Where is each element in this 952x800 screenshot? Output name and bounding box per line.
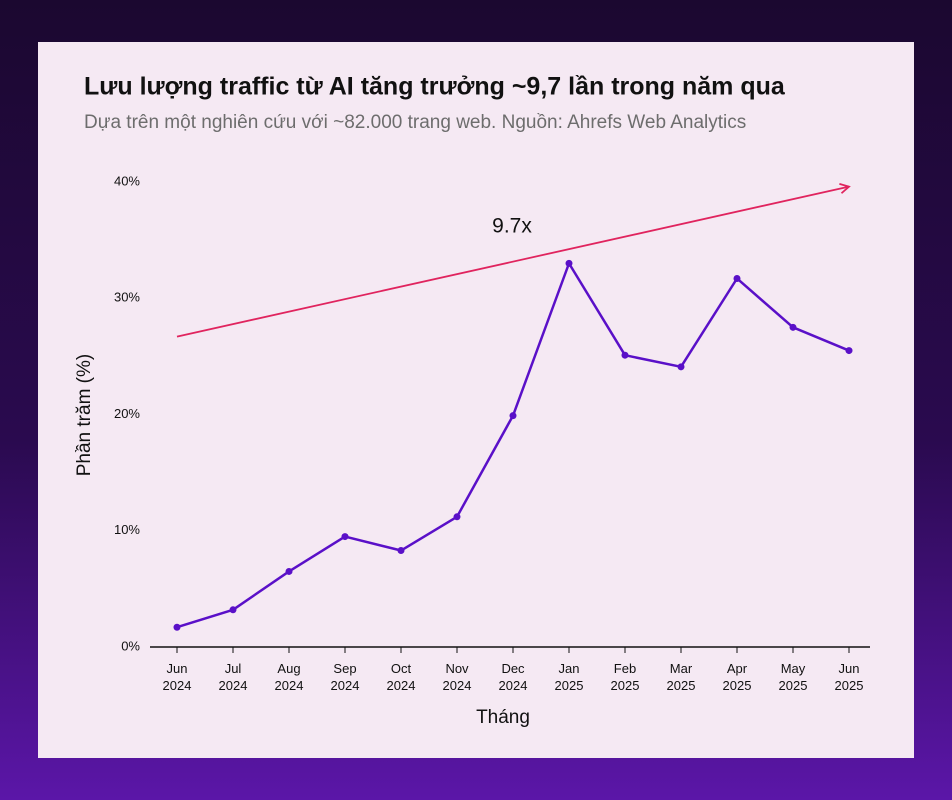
- x-tick-label: Aug 2024: [274, 661, 304, 693]
- x-tick-label: Jun 2024: [162, 661, 192, 693]
- x-tick-label: Jul 2024: [218, 661, 248, 693]
- chart-subtitle: Dựa trên một nghiên cứu với ~82.000 tran…: [84, 112, 746, 133]
- x-tick-label: Dec 2024: [498, 661, 528, 693]
- x-tick-label: Apr 2025: [722, 661, 752, 693]
- x-tick-label: Sep 2024: [330, 661, 360, 693]
- x-tick-label: Jun 2025: [834, 661, 864, 693]
- data-point: [733, 274, 741, 282]
- y-tick-label: 40%: [114, 173, 140, 188]
- trend-line: [176, 185, 850, 338]
- data-point: [509, 412, 517, 420]
- y-tick-label: 10%: [114, 522, 140, 537]
- card: [38, 42, 914, 758]
- data-point: [341, 533, 349, 541]
- data-point: [789, 323, 797, 331]
- y-tick-label: 20%: [114, 406, 140, 421]
- x-tick-label: Jan 2025: [554, 661, 584, 693]
- y-axis-label: Phần trăm (%): [74, 354, 95, 476]
- data-point: [621, 351, 629, 359]
- data-point: [397, 547, 405, 555]
- data-point: [845, 347, 853, 355]
- y-tick-label: 30%: [114, 290, 140, 305]
- data-point: [453, 513, 461, 521]
- data-point: [229, 606, 237, 614]
- series-line: [176, 262, 850, 629]
- data-point: [285, 567, 293, 575]
- x-tick-label: Oct 2024: [386, 661, 416, 693]
- x-axis-label: Tháng: [476, 707, 530, 728]
- data-point: [173, 623, 181, 631]
- annotation: 9.7x: [492, 215, 532, 238]
- chart-title: Lưu lượng traffic từ AI tăng trưởng ~9,7…: [84, 73, 786, 101]
- x-tick-label: Mar 2025: [666, 661, 696, 693]
- y-tick-label: 0%: [121, 638, 140, 653]
- data-point: [677, 363, 685, 371]
- x-tick-label: Nov 2024: [442, 661, 472, 693]
- trend-arrowhead: [839, 183, 851, 194]
- x-tick-label: Feb 2025: [610, 661, 640, 693]
- x-tick-label: May 2025: [778, 661, 808, 693]
- data-point: [565, 259, 573, 267]
